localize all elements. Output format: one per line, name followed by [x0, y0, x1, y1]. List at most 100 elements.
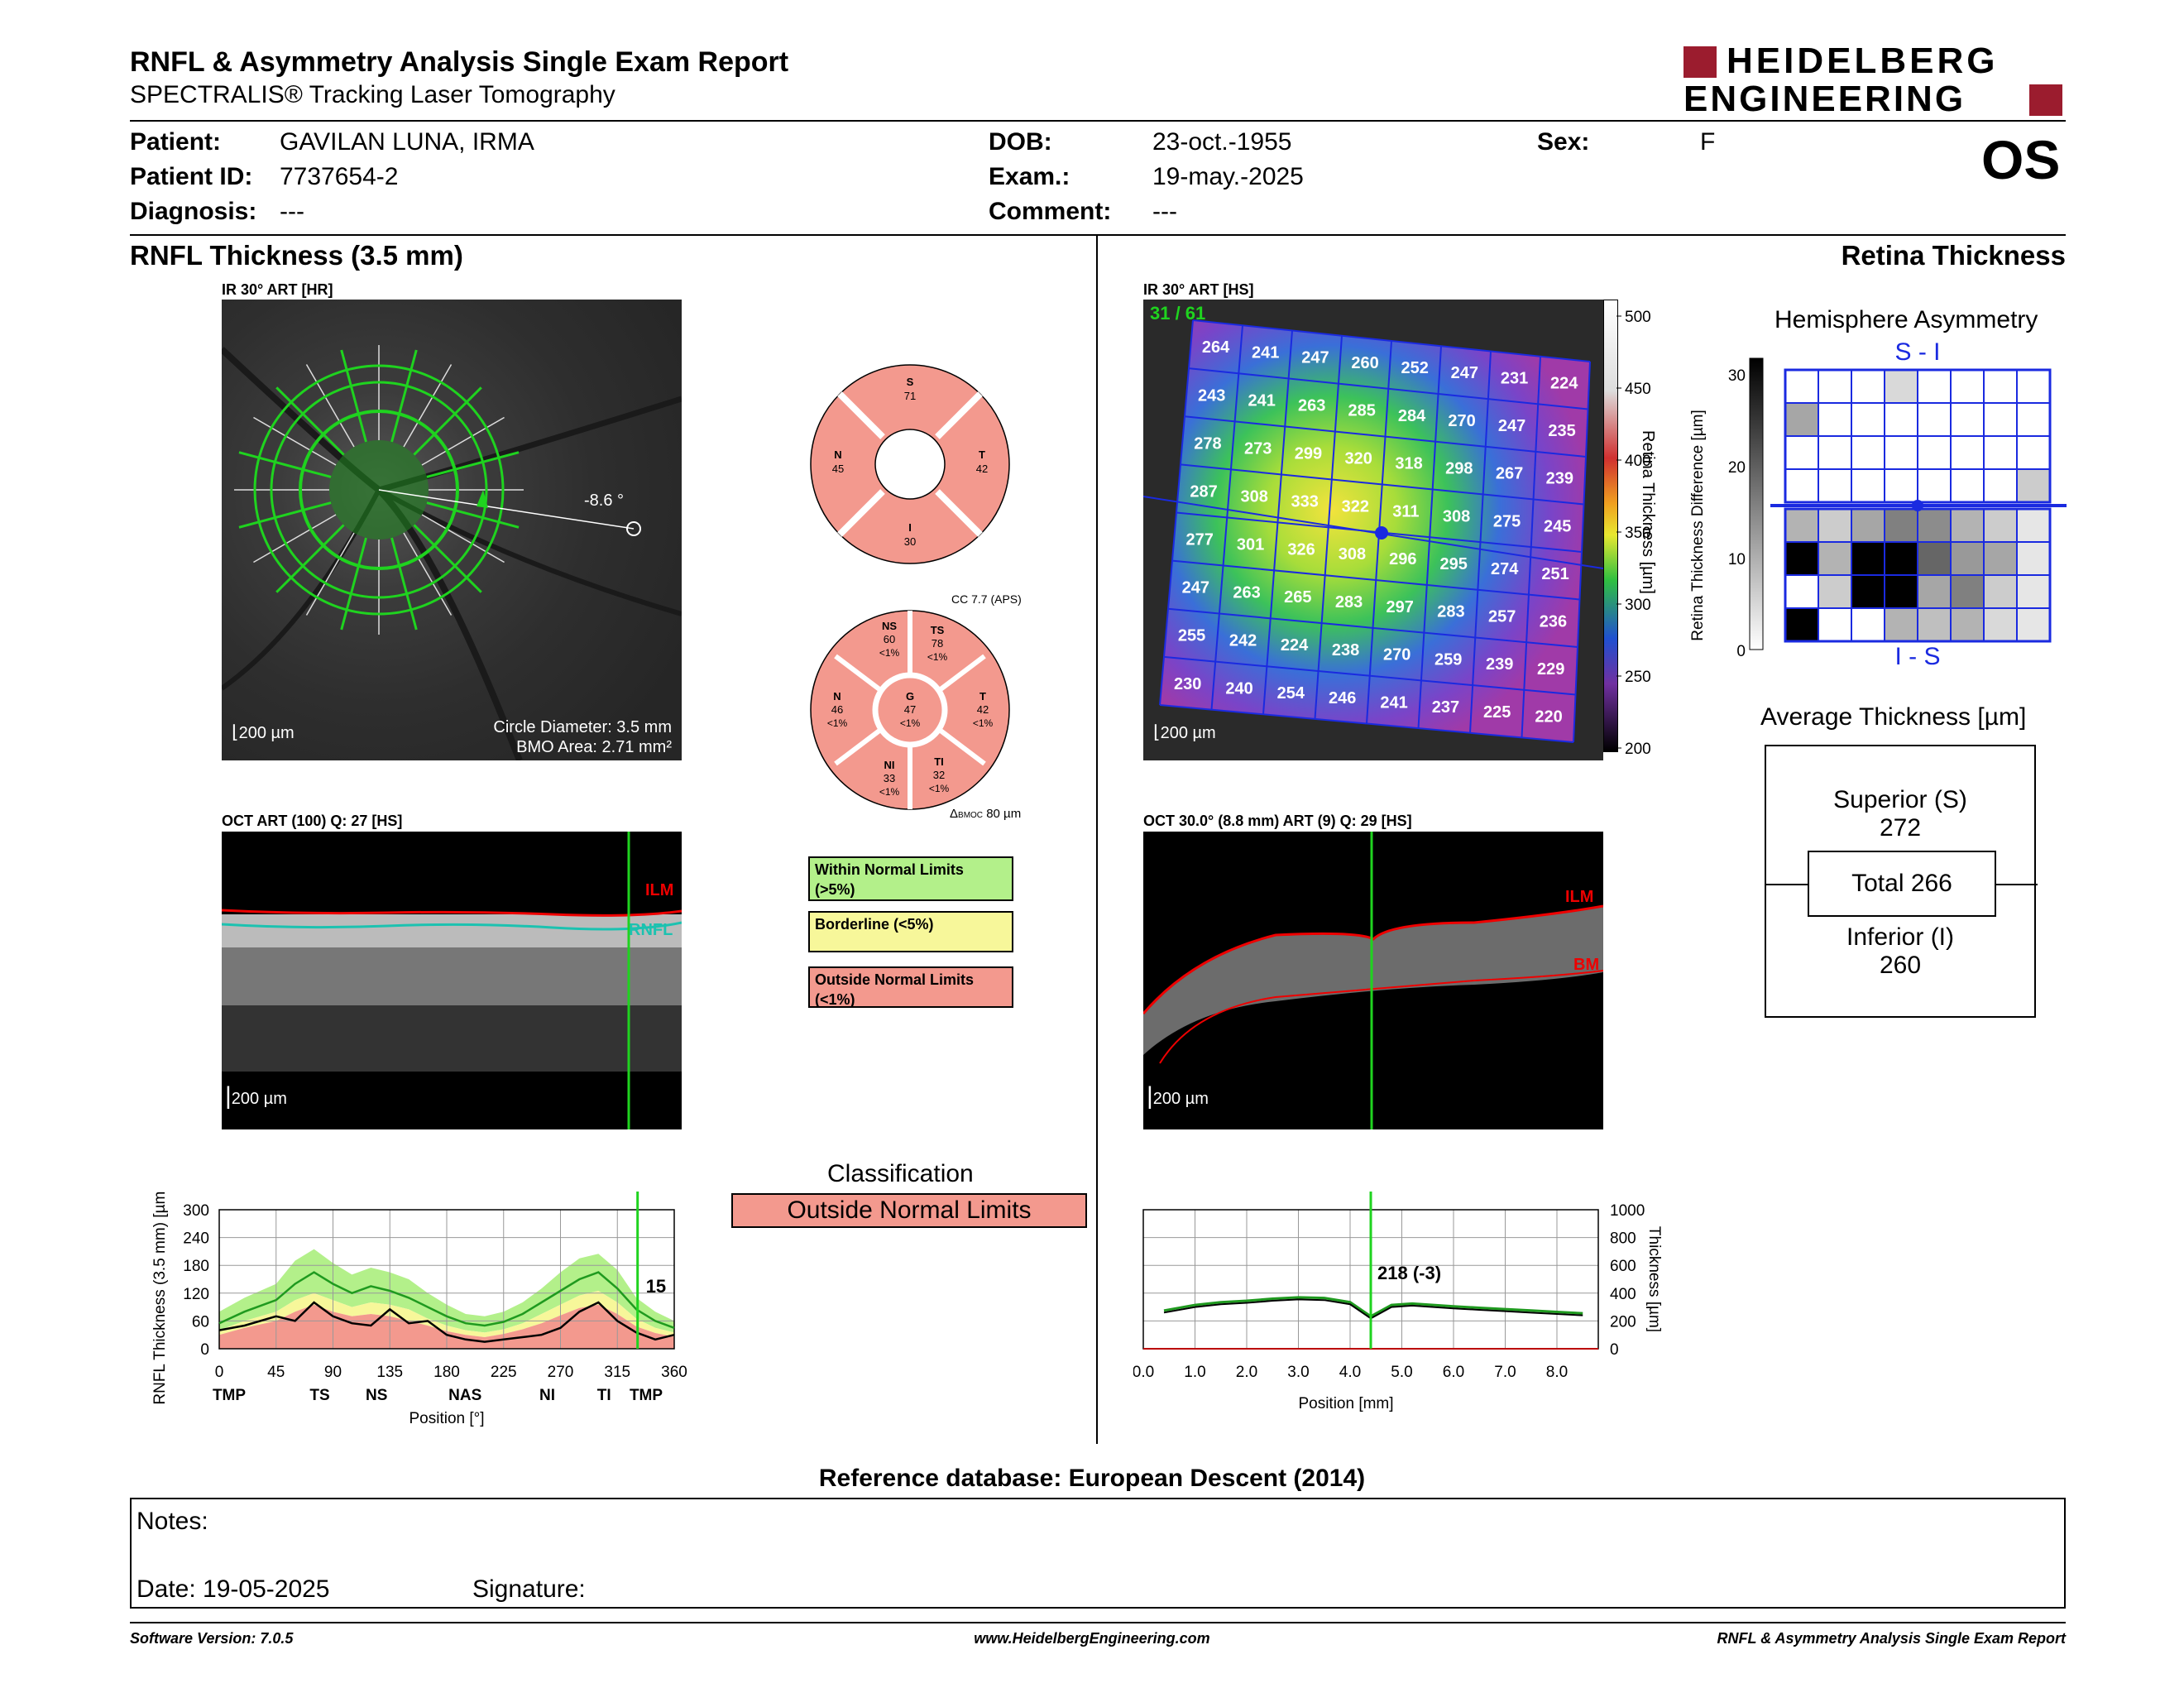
plot-frame — [218, 1209, 675, 1350]
patient-value: GAVILAN LUNA, IRMA — [280, 128, 534, 156]
x-axis-label: Position [°] — [409, 1410, 484, 1427]
notes-box: Notes: Date: 19-05-2025 Signature: — [130, 1498, 2066, 1609]
asym-upper-cell — [1818, 435, 1852, 470]
inferior-label: Inferior (I) — [1846, 923, 1955, 951]
bmo-delta-prefix: Δ — [950, 807, 959, 821]
diagnosis-value: --- — [280, 198, 304, 225]
sector-n-value: 46 — [831, 703, 843, 716]
grid-cell-value: 246 — [1329, 689, 1356, 707]
asym-upper-cell — [1851, 369, 1885, 404]
report-title: RNFL & Asymmetry Analysis Single Exam Re… — [130, 46, 789, 78]
grid-line — [1167, 607, 1578, 648]
retina-profile-chart: 0 200 400 600 800 1000 0.0 1.0 2.0 3.0 4.0 5.0 6.0 7.… — [1133, 1192, 1663, 1412]
colorbar-tick-label: 500 — [1625, 309, 1651, 326]
quadrant-s-value: 71 — [904, 390, 916, 402]
x-tick-label: 270 — [548, 1364, 574, 1381]
grid-cell-value: 239 — [1486, 655, 1513, 674]
grid-cell-value: 224 — [1281, 636, 1309, 655]
grid-cell-value: 283 — [1437, 603, 1464, 621]
onh-ray — [426, 501, 520, 529]
grid-cell-value: 229 — [1537, 660, 1564, 679]
ir-scale-label-right: 200 µm — [1160, 724, 1216, 742]
x-tick-label: 3.0 — [1287, 1364, 1309, 1381]
x-tick-label: 6.0 — [1443, 1364, 1464, 1381]
bmo-delta-label: ΔBMOC 80 µm — [950, 807, 1021, 821]
x-tick-label: 360 — [661, 1364, 687, 1381]
asym-lower-cell — [1884, 607, 1918, 642]
retina-grid-overlay: 264 241 247 260 252 247 231 224 243 241 263 285 284 2… — [1143, 319, 1603, 743]
sector-n-label: N — [833, 690, 841, 703]
grid-cell-value: 263 — [1298, 397, 1325, 415]
grid-cell-value: 245 — [1544, 517, 1571, 535]
sector-label: NS — [366, 1387, 387, 1404]
y-tick-label: 180 — [183, 1258, 209, 1275]
retina-grid-values: 264 241 247 260 252 247 231 224 243 241 263 285 284 2… — [1174, 338, 1578, 726]
colorbar-tick-label: 300 — [1625, 597, 1651, 614]
rnfl-profile-chart: 0 60 120 180 240 300 0 45 90 135 180 225 270 315 360 15… — [151, 1192, 687, 1427]
rnfl-section-title: RNFL Thickness (3.5 mm) — [130, 240, 463, 271]
asym-lower-cell — [1917, 508, 1952, 543]
normal-mean-line — [218, 1271, 675, 1329]
colorbar-ticks: 500 450 400 350 300 250 200 — [1616, 309, 1651, 758]
grid-cell-value: 242 — [1229, 631, 1257, 650]
ir-scale-bar-right: ⌊200 µm — [1153, 722, 1216, 742]
onh-ray — [305, 364, 355, 448]
sector-label: TMP — [630, 1387, 663, 1404]
patient-id-label: Patient ID: — [130, 163, 253, 190]
asym-upper-cell — [1784, 468, 1819, 503]
patient-rnfl-line — [218, 1301, 675, 1343]
inferior-value: 260 — [1879, 952, 1922, 979]
logo-line2: ENGINEERING — [1684, 79, 1966, 119]
asym-lower-cell — [1818, 541, 1852, 576]
grid-cell-value: 240 — [1225, 679, 1252, 698]
asym-upper-cell — [2016, 435, 2051, 470]
oct-bm-label: BM — [1573, 956, 1600, 974]
logo-block-top — [1684, 46, 1717, 78]
sector-ns-pct: <1% — [879, 647, 900, 659]
date-label: Date: 19-05-2025 — [136, 1575, 330, 1603]
ir-scale-label-left: 200 µm — [238, 724, 295, 742]
asym-upper-cell — [1983, 435, 2018, 470]
onh-ray — [390, 537, 418, 631]
sector-t-label: T — [979, 690, 986, 703]
logo-line1: HEIDELBERG — [1727, 41, 1999, 81]
asym-lower-cell — [1917, 541, 1952, 576]
grid-cell-value: 255 — [1178, 627, 1205, 645]
onh-ray — [253, 416, 337, 466]
colorbar-axis-label: Retina Thickness [µm] — [1639, 430, 1657, 594]
sector-ti-pct: <1% — [929, 783, 950, 794]
grid-cell-value: 278 — [1194, 434, 1221, 453]
grid-cell-value: 295 — [1440, 555, 1468, 573]
asym-lower-cell — [1784, 607, 1819, 642]
grid-cell-value: 298 — [1445, 460, 1473, 478]
asym-lower-cell — [1884, 541, 1918, 576]
onh-ray — [238, 451, 332, 478]
difference-scale-bar — [1749, 357, 1764, 650]
onh-ray — [340, 349, 367, 443]
grid-cell-value: 251 — [1541, 565, 1569, 583]
sector-ti-label: TI — [934, 755, 944, 768]
asym-bottom-label: I - S — [1894, 643, 1940, 670]
oct-scale-label-left: 200 µm — [231, 1090, 287, 1108]
sector-label: TMP — [213, 1387, 246, 1404]
difference-tick-label: 10 — [1728, 551, 1746, 568]
onh-scan-overlay — [222, 345, 682, 760]
asym-upper-cell — [1884, 402, 1918, 437]
asym-upper-cell — [1950, 402, 1985, 437]
grid-cell-value: 270 — [1448, 412, 1475, 430]
comment-value: --- — [1152, 198, 1177, 225]
asym-upper-cell — [1983, 369, 2018, 404]
asym-lower-cell — [2016, 508, 2051, 543]
grid-cell-value: 308 — [1240, 487, 1267, 506]
asym-upper-cell — [1884, 435, 1918, 470]
sex-value: F — [1700, 128, 1716, 156]
onh-ray — [275, 386, 345, 456]
asym-lower-cell — [1983, 574, 2018, 609]
grid-cell-value: 254 — [1277, 684, 1305, 703]
legend-outside-normal: Outside Normal Limits (<1%) — [808, 966, 1013, 1008]
sector-ni-value: 33 — [884, 772, 895, 784]
difference-tick-label: 0 — [1736, 643, 1746, 660]
onh-ray — [421, 416, 505, 466]
asym-lower-cell — [1983, 541, 2018, 576]
legend-within-normal: Within Normal Limits (>5%) — [808, 856, 1013, 901]
